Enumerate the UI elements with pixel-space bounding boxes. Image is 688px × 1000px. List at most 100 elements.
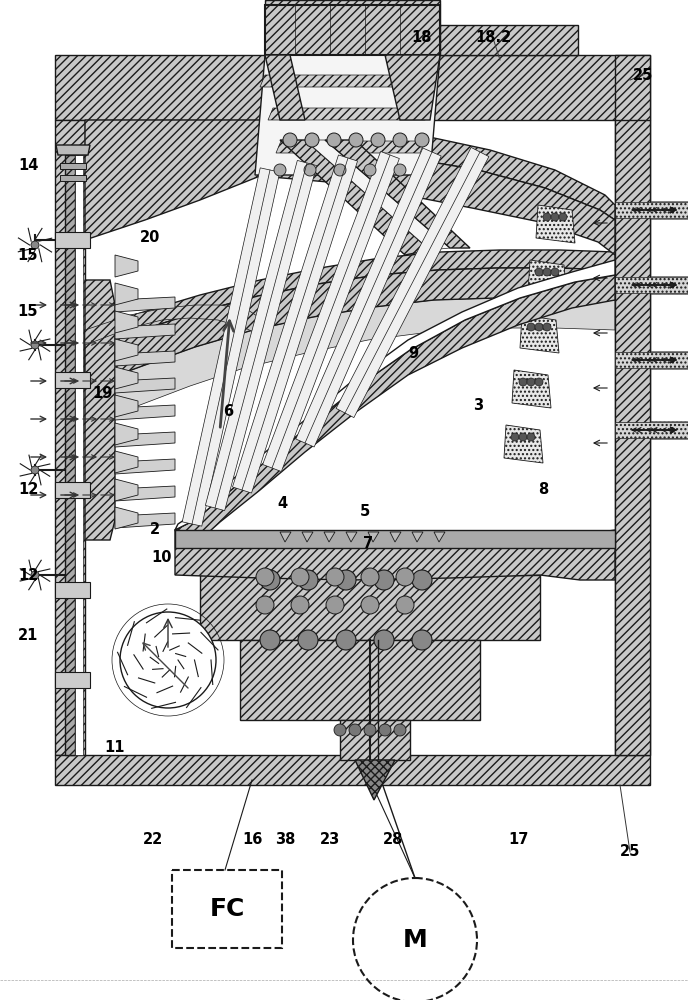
Polygon shape — [325, 140, 470, 248]
Polygon shape — [175, 260, 615, 530]
Circle shape — [374, 570, 394, 590]
Polygon shape — [115, 297, 175, 312]
Bar — [172, 870, 282, 948]
Text: 25: 25 — [620, 844, 641, 859]
Circle shape — [256, 596, 274, 614]
Polygon shape — [520, 315, 559, 353]
Polygon shape — [260, 75, 435, 87]
Polygon shape — [115, 513, 175, 528]
Polygon shape — [615, 351, 688, 369]
Polygon shape — [115, 486, 175, 501]
Circle shape — [379, 724, 391, 736]
Polygon shape — [115, 311, 138, 333]
Circle shape — [396, 568, 414, 586]
Polygon shape — [340, 720, 410, 760]
Polygon shape — [260, 120, 615, 220]
Polygon shape — [268, 108, 430, 120]
Polygon shape — [85, 305, 260, 345]
Polygon shape — [115, 507, 138, 529]
Polygon shape — [115, 395, 138, 417]
Polygon shape — [175, 530, 615, 548]
Polygon shape — [55, 482, 90, 498]
Polygon shape — [615, 277, 688, 293]
Circle shape — [543, 213, 551, 221]
Circle shape — [527, 323, 535, 331]
Polygon shape — [615, 276, 688, 294]
Circle shape — [327, 133, 341, 147]
Polygon shape — [255, 55, 440, 175]
Circle shape — [31, 341, 39, 349]
Circle shape — [543, 268, 551, 276]
Text: 15: 15 — [18, 248, 39, 263]
Polygon shape — [85, 120, 260, 240]
Polygon shape — [115, 351, 175, 366]
Text: 8: 8 — [538, 483, 548, 497]
Polygon shape — [265, 0, 440, 55]
Polygon shape — [504, 425, 543, 463]
Circle shape — [260, 630, 280, 650]
Polygon shape — [115, 367, 138, 389]
Polygon shape — [280, 532, 291, 542]
Circle shape — [374, 630, 394, 650]
Polygon shape — [615, 202, 688, 218]
Text: 7: 7 — [363, 536, 373, 550]
Polygon shape — [233, 155, 358, 493]
Polygon shape — [55, 672, 90, 688]
Polygon shape — [434, 532, 445, 542]
Text: FC: FC — [209, 897, 245, 921]
Polygon shape — [412, 532, 423, 542]
Polygon shape — [615, 201, 688, 219]
Polygon shape — [240, 640, 480, 720]
Circle shape — [298, 570, 318, 590]
Polygon shape — [368, 532, 379, 542]
Circle shape — [551, 268, 559, 276]
Polygon shape — [75, 155, 83, 755]
Polygon shape — [528, 260, 567, 298]
Polygon shape — [85, 268, 615, 387]
Circle shape — [535, 378, 543, 386]
Polygon shape — [115, 378, 175, 393]
Polygon shape — [55, 582, 90, 598]
Polygon shape — [355, 760, 395, 800]
Circle shape — [543, 323, 551, 331]
Text: 9: 9 — [408, 346, 418, 360]
Text: 18: 18 — [411, 30, 432, 45]
Circle shape — [334, 164, 346, 176]
Circle shape — [396, 596, 414, 614]
Polygon shape — [440, 25, 578, 55]
Polygon shape — [175, 275, 615, 548]
Circle shape — [349, 724, 361, 736]
Text: 3: 3 — [473, 397, 483, 412]
Polygon shape — [60, 175, 86, 181]
Polygon shape — [115, 405, 175, 420]
Circle shape — [535, 323, 543, 331]
Polygon shape — [115, 432, 175, 447]
Polygon shape — [390, 532, 401, 542]
Text: 11: 11 — [105, 740, 125, 756]
Circle shape — [256, 568, 274, 586]
Polygon shape — [55, 232, 90, 248]
Polygon shape — [385, 55, 440, 120]
Polygon shape — [115, 339, 138, 361]
Circle shape — [31, 571, 39, 579]
Circle shape — [415, 133, 429, 147]
Polygon shape — [265, 55, 305, 120]
Circle shape — [291, 568, 309, 586]
Circle shape — [336, 570, 356, 590]
Circle shape — [326, 568, 344, 586]
Polygon shape — [296, 148, 441, 447]
Polygon shape — [615, 120, 650, 755]
Circle shape — [364, 724, 376, 736]
Circle shape — [31, 241, 39, 249]
Polygon shape — [346, 532, 357, 542]
Polygon shape — [55, 55, 650, 120]
Text: 22: 22 — [143, 832, 163, 848]
Text: 6: 6 — [223, 404, 233, 420]
Circle shape — [274, 164, 286, 176]
Text: 19: 19 — [93, 385, 114, 400]
Circle shape — [291, 596, 309, 614]
Polygon shape — [65, 155, 75, 755]
Circle shape — [519, 378, 527, 386]
Circle shape — [527, 378, 535, 386]
Circle shape — [120, 612, 216, 708]
